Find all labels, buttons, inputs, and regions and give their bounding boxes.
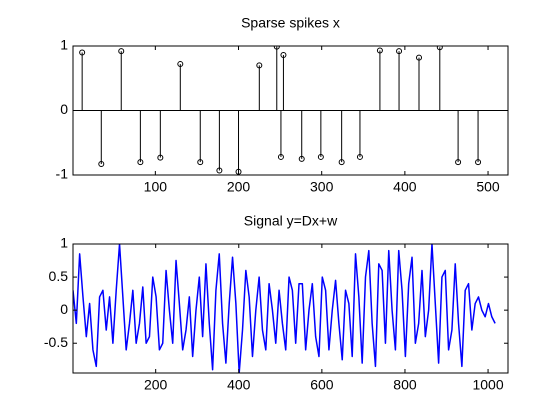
stem-marker — [475, 159, 482, 166]
y-tick-label: 0 — [60, 301, 68, 317]
stem-marker — [416, 54, 423, 61]
y-tick-label: 1 — [60, 235, 68, 251]
stem-marker — [280, 52, 287, 59]
y-tick-label: 0.5 — [49, 268, 69, 284]
subplot-title: Signal y=Dx+w — [244, 213, 338, 229]
x-tick-label: 400 — [227, 377, 251, 393]
stem-marker — [376, 47, 383, 54]
y-tick-label: 0 — [60, 101, 68, 117]
stem-marker — [118, 48, 125, 55]
x-tick-label: 100 — [144, 179, 168, 195]
stem-marker — [79, 49, 86, 56]
plot-area — [73, 46, 508, 175]
stem-marker — [197, 159, 204, 166]
x-tick-label: 400 — [393, 179, 417, 195]
x-tick-label: 1000 — [472, 377, 503, 393]
stem-marker — [277, 153, 284, 160]
x-tick-label: 300 — [310, 179, 334, 195]
plot-area — [73, 244, 496, 373]
y-tick-label: -1 — [56, 166, 69, 182]
stem-marker — [256, 62, 263, 69]
axes-box — [72, 243, 509, 374]
stem-marker — [98, 161, 105, 168]
y-tick-label: -0.5 — [44, 334, 68, 350]
stem-marker — [273, 46, 280, 50]
stem-marker — [137, 159, 144, 166]
x-tick-label: 600 — [310, 377, 334, 393]
x-tick-label: 800 — [393, 377, 417, 393]
x-tick-label: 200 — [227, 179, 251, 195]
stem-marker — [436, 46, 443, 51]
subplot-title: Sparse spikes x — [241, 15, 340, 31]
x-tick-label: 200 — [144, 377, 168, 393]
signal-line — [73, 244, 496, 373]
stem-marker — [455, 159, 462, 166]
stem-marker — [177, 61, 184, 68]
stem-marker — [157, 154, 164, 161]
stem-marker — [216, 167, 223, 174]
x-tick-label: 500 — [476, 179, 500, 195]
stem-marker — [298, 155, 305, 162]
stem-marker — [356, 153, 363, 160]
stem-marker — [338, 159, 345, 166]
y-tick-label: 1 — [60, 37, 68, 53]
stem-marker — [396, 48, 403, 55]
stem-marker — [317, 153, 324, 160]
